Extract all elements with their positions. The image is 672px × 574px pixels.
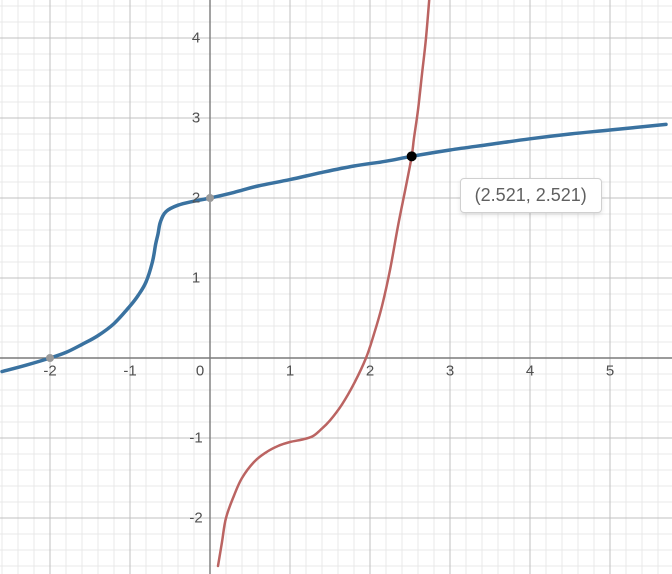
x-tick-label: 3 — [446, 363, 454, 380]
chart-container: -2 -1 0 1 2 3 4 5 -2 -1 1 2 3 4 (2.521, 2.521) — [0, 0, 672, 574]
x-tick-label: 2 — [366, 363, 374, 380]
x-tick-label: 1 — [286, 363, 294, 380]
y-tick-label: -1 — [189, 430, 202, 447]
y-tick-label: 4 — [192, 30, 200, 47]
pt-intersection — [407, 151, 417, 161]
y-tick-label: 1 — [192, 270, 200, 287]
x-tick-label: 5 — [606, 363, 614, 380]
pt-0-2 — [206, 194, 214, 202]
x-tick-label: -1 — [123, 363, 136, 380]
chart-svg — [0, 0, 672, 574]
y-tick-label: -2 — [189, 510, 202, 527]
pt-minus2-0 — [46, 354, 54, 362]
y-tick-label: 2 — [192, 190, 200, 207]
x-tick-label: 0 — [196, 363, 204, 380]
y-tick-label: 3 — [192, 110, 200, 127]
point-tooltip: (2.521, 2.521) — [460, 178, 602, 213]
tooltip-text: (2.521, 2.521) — [475, 185, 587, 205]
x-tick-label: -2 — [43, 363, 56, 380]
x-tick-label: 4 — [526, 363, 534, 380]
